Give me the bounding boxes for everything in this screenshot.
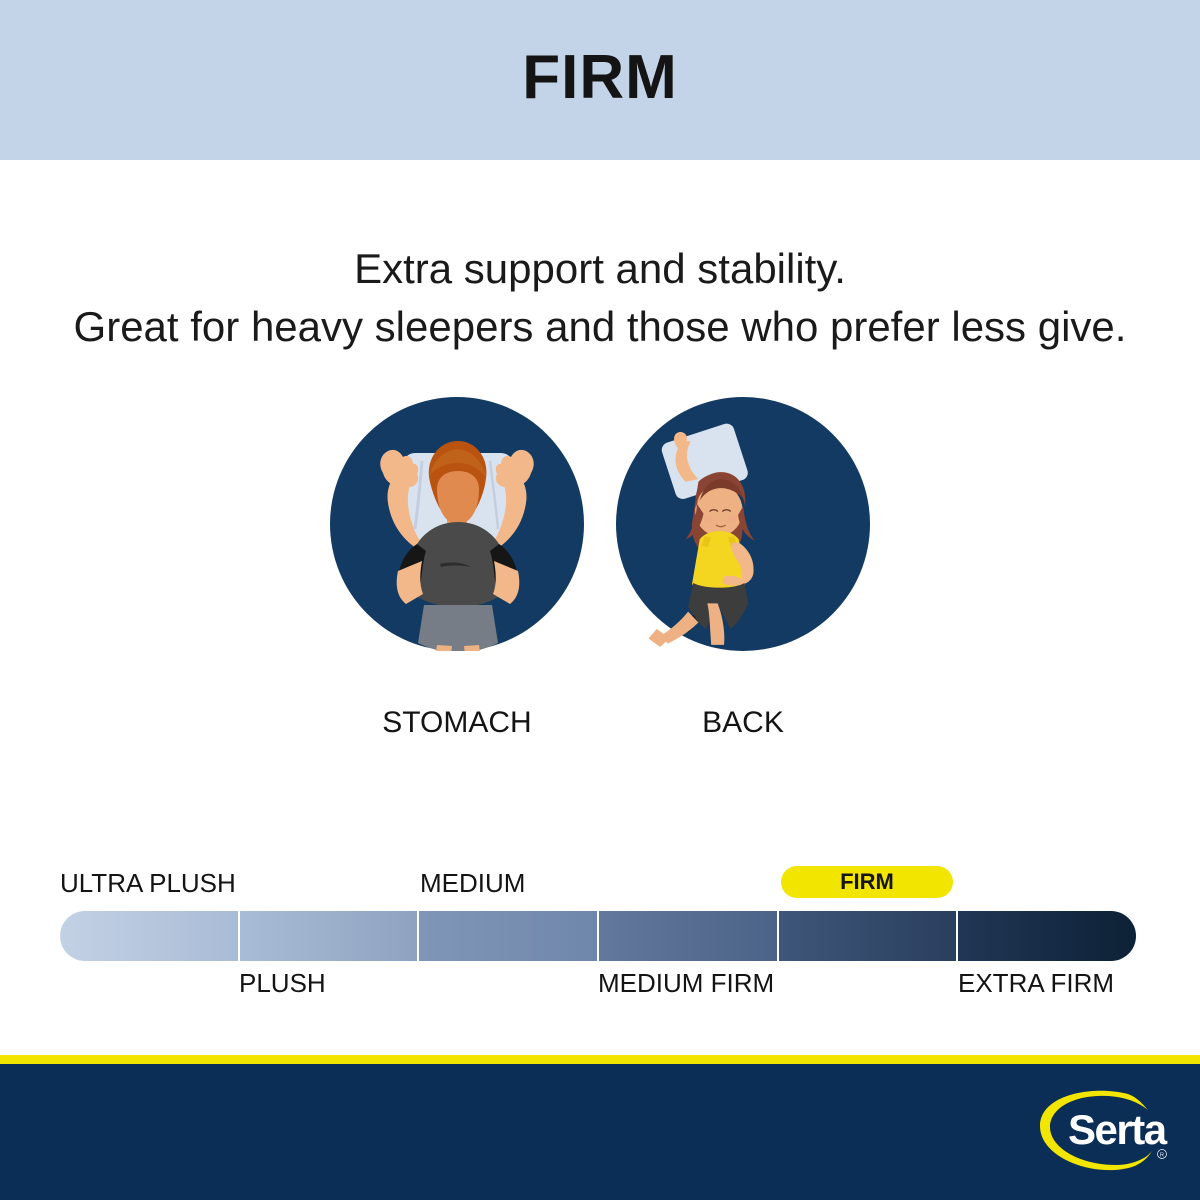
svg-text:R: R: [1160, 1152, 1164, 1158]
svg-text:Serta: Serta: [1068, 1106, 1168, 1153]
